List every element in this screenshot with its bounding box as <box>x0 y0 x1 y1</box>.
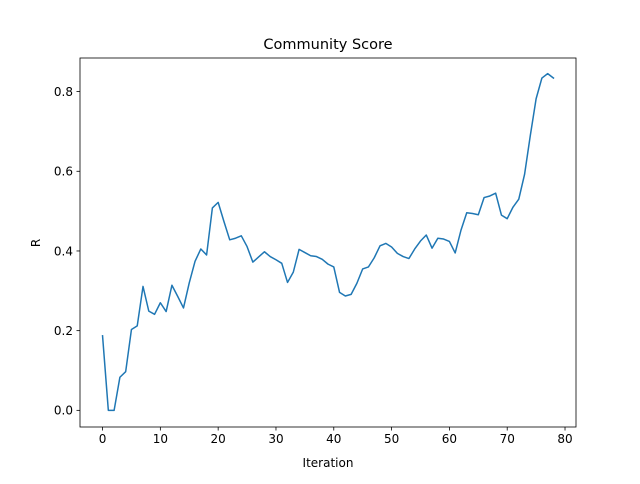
x-tick-label: 0 <box>99 432 107 446</box>
x-axis: 0 10 20 30 40 50 60 70 80 <box>99 427 573 446</box>
axes-frame <box>79 57 577 428</box>
x-tick-label: 20 <box>211 432 226 446</box>
plot-area <box>79 57 577 428</box>
y-axis: 0.0 0.2 0.4 0.6 0.8 <box>54 85 80 418</box>
x-tick-label: 60 <box>442 432 457 446</box>
x-axis-label: Iteration <box>303 456 354 470</box>
x-tick-label: 70 <box>500 432 515 446</box>
y-tick-label: 0.6 <box>54 165 73 179</box>
x-tick-label: 30 <box>268 432 283 446</box>
y-tick-label: 0.0 <box>54 404 73 418</box>
y-tick-label: 0.8 <box>54 85 73 99</box>
x-tick-label: 40 <box>326 432 341 446</box>
x-tick-label: 80 <box>557 432 572 446</box>
x-tick-label: 10 <box>153 432 168 446</box>
chart-title: Community Score <box>263 37 392 53</box>
series-line-0 <box>101 72 555 412</box>
y-tick-label: 0.4 <box>54 244 73 258</box>
y-axis-label: R <box>29 239 43 247</box>
y-tick-label: 0.2 <box>54 324 73 338</box>
x-tick-label: 50 <box>384 432 399 446</box>
